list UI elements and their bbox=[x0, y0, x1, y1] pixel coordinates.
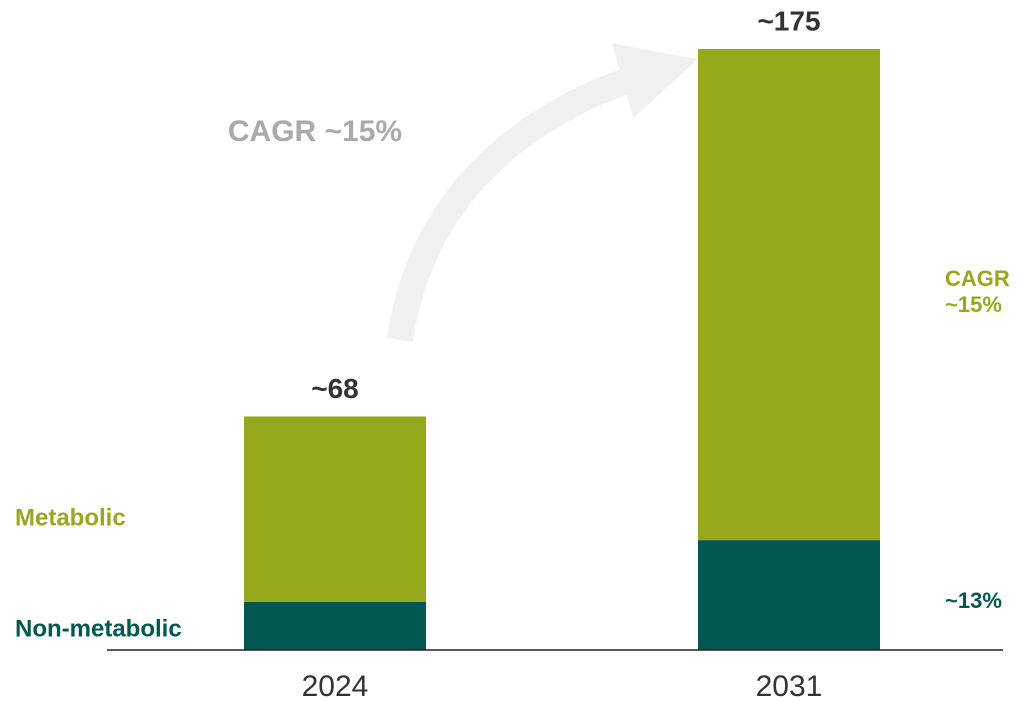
bar-segment bbox=[244, 416, 426, 602]
bar-segment bbox=[698, 540, 880, 650]
legend-label: Non-metabolic bbox=[15, 615, 182, 642]
segment-cagr: ~13% bbox=[945, 588, 1002, 613]
total-label: ~175 bbox=[757, 5, 820, 36]
segment-cagr: ~15% bbox=[945, 292, 1002, 317]
x-tick-label: 2031 bbox=[756, 670, 823, 702]
total-cagr: CAGR ~15% bbox=[228, 115, 402, 148]
total-label: ~68 bbox=[311, 373, 359, 404]
bar-segment bbox=[698, 49, 880, 541]
cagr-heading: CAGR bbox=[945, 266, 1010, 291]
bar-segment bbox=[244, 601, 426, 650]
legend-label: Metabolic bbox=[15, 504, 126, 531]
growth-arrow bbox=[387, 43, 698, 342]
x-tick-label: 2024 bbox=[302, 670, 369, 702]
